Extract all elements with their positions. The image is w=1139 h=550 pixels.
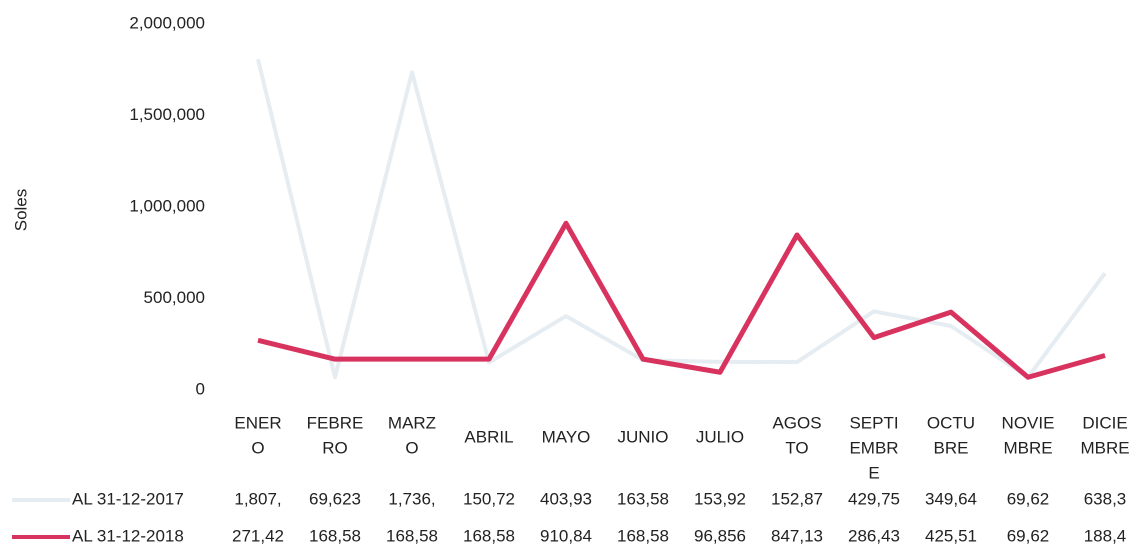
table-value: 69,62	[1007, 526, 1050, 545]
table-value: 286,43	[848, 526, 900, 545]
x-tick-label: MAYO	[542, 427, 591, 446]
x-tick-label: EMBR	[849, 438, 898, 457]
x-tick-label: SEPTI	[849, 413, 898, 432]
table-value: 69,62	[1007, 489, 1050, 508]
table-value: 168,58	[617, 526, 669, 545]
y-tick-label: 1,000,000	[129, 196, 205, 215]
table-value: 168,58	[463, 526, 515, 545]
table-value: 96,856	[694, 526, 746, 545]
table-value: 638,3	[1084, 489, 1127, 508]
x-tick-label: BRE	[934, 438, 969, 457]
x-tick-label: FEBRE	[307, 413, 364, 432]
series-line	[257, 220, 1106, 380]
table-value: 271,42	[232, 526, 284, 545]
table-value: 425,51	[925, 526, 977, 545]
x-tick-label: AGOS	[772, 413, 821, 432]
x-tick-label: ABRIL	[464, 427, 513, 446]
table-value: 429,75	[848, 489, 900, 508]
y-tick-label: 0	[196, 379, 205, 398]
table-value: 1,736,	[388, 489, 435, 508]
table-value: 150,72	[463, 489, 515, 508]
table-value: 403,93	[540, 489, 592, 508]
x-tick-label: JULIO	[696, 427, 744, 446]
y-tick-label: 2,000,000	[129, 13, 205, 32]
x-tick-label: TO	[785, 438, 808, 457]
legend-label: AL 31-12-2017	[72, 489, 184, 508]
x-tick-label: JUNIO	[618, 427, 669, 446]
table-value: 910,84	[540, 526, 592, 545]
y-tick-label: 1,500,000	[129, 105, 205, 124]
x-tick-label: ENER	[234, 413, 281, 432]
table-value: 168,58	[309, 526, 361, 545]
table-value: 1,807,	[234, 489, 281, 508]
y-tick-label: 500,000	[144, 288, 205, 307]
legend-label: AL 31-12-2018	[72, 526, 184, 545]
series-line	[256, 58, 1107, 380]
x-tick-label: RO	[322, 438, 348, 457]
table-value: 168,58	[386, 526, 438, 545]
table-value: 847,13	[771, 526, 823, 545]
table-value: 69,623	[309, 489, 361, 508]
x-tick-label: O	[405, 438, 418, 457]
x-tick-label: MARZ	[388, 413, 436, 432]
x-tick-label: OCTU	[927, 413, 975, 432]
x-tick-label: NOVIE	[1002, 413, 1055, 432]
table-value: 349,64	[925, 489, 977, 508]
table-value: 153,92	[694, 489, 746, 508]
x-tick-label: O	[251, 438, 264, 457]
x-tick-label: MBRE	[1080, 438, 1129, 457]
table-value: 163,58	[617, 489, 669, 508]
x-tick-label: E	[868, 463, 879, 482]
table-value: 188,4	[1084, 526, 1127, 545]
table-value: 152,87	[771, 489, 823, 508]
x-tick-label: DICIE	[1082, 413, 1127, 432]
x-tick-label: MBRE	[1003, 438, 1052, 457]
y-axis-label: Soles	[11, 189, 30, 232]
